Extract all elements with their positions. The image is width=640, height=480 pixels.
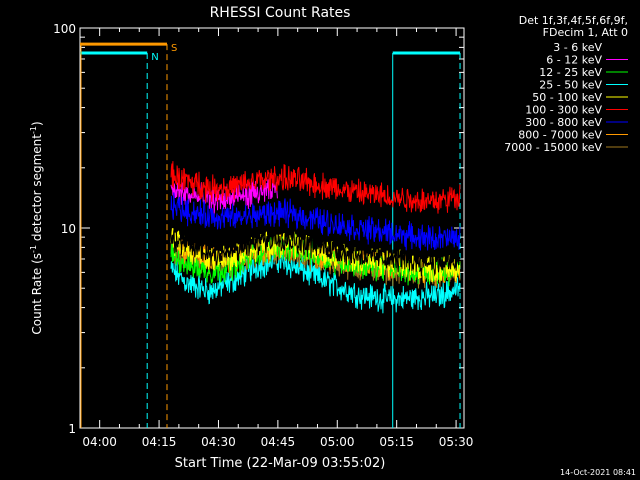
x-tick-label: 04:30 [201,435,236,449]
legend-label: 3 - 6 keV [553,41,602,54]
x-tick-label: 04:45 [261,435,296,449]
axis-ticks: 04:00 04:15 04:30 04:45 05:00 05:15 05:30 1 10 10… [53,22,473,449]
y-tick-label: 10 [61,222,76,236]
y-tick-label: 1 [68,422,76,436]
series-line-5 [170,161,461,214]
x-tick-label: 05:00 [320,435,355,449]
x-tick-label: 05:30 [439,435,474,449]
legend: Det 1f,3f,4f,5f,6f,9f,FDecim 1, Att 0 3 -… [504,14,628,154]
x-tick-label: 04:15 [142,435,177,449]
y-axis-label: Count Rate (s-1 detector segment-1) [29,121,44,334]
series-line-6 [170,192,461,251]
series-line-0 [170,227,461,277]
x-tick-label: 05:15 [379,435,414,449]
background-intervals: NS [80,42,461,428]
x-axis-label: Start Time (22-Mar-09 03:55:02) [175,456,386,471]
legend-label: 12 - 25 keV [539,66,602,79]
plot-frame [79,27,465,429]
legend-label: 800 - 7000 keV [518,129,602,142]
legend-header: FDecim 1, Att 0 [543,26,628,39]
legend-label: 50 - 100 keV [532,91,602,104]
legend-label: 6 - 12 keV [546,54,602,67]
x-tick-label: 04:00 [82,435,117,449]
interval-label: N [151,52,158,63]
legend-label: 100 - 300 keV [525,104,602,117]
legend-header: Det 1f,3f,4f,5f,6f,9f, [519,14,628,27]
chart-title: RHESSI Count Rates [210,5,351,21]
legend-label: 7000 - 15000 keV [504,141,602,154]
legend-label: 25 - 50 keV [539,79,602,92]
y-tick-label: 100 [53,22,76,36]
series-line-3 [170,247,461,314]
footer-timestamp: 14-Oct-2021 08:41 [560,468,636,477]
legend-label: 300 - 800 keV [525,116,602,129]
interval-label: S [171,43,177,54]
data-series [170,161,461,314]
